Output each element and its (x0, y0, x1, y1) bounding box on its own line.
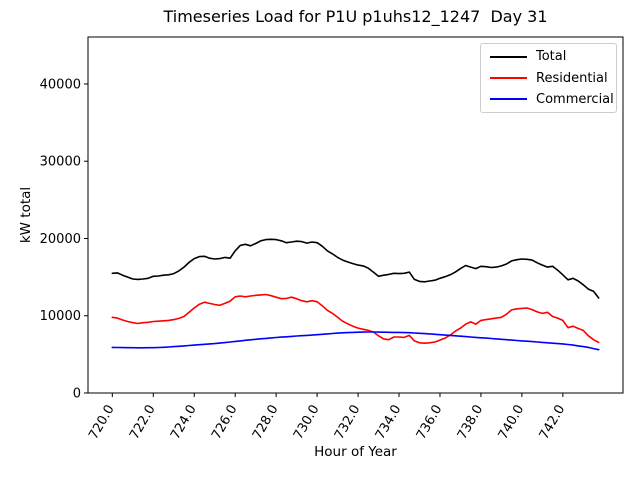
legend-item-total: Total (490, 46, 616, 67)
x-tick-label: 742.0 (537, 403, 569, 443)
plot-line-total (111, 238, 600, 299)
x-tick-label: 732.0 (332, 403, 364, 443)
y-tick-label: 40000 (40, 77, 81, 92)
y-axis-label: kW total (18, 186, 34, 244)
x-tick-label: 730.0 (291, 403, 323, 443)
legend-item-commercial: Commercial (490, 89, 616, 110)
x-tick-label: 724.0 (168, 403, 200, 443)
x-tick-label: 720.0 (86, 403, 118, 443)
x-tick-label: 736.0 (414, 403, 446, 443)
chart-title: Timeseries Load for P1U p1uhs12_1247 Day… (163, 7, 548, 26)
legend: Total Residential Commercial (480, 43, 617, 113)
legend-item-residential: Residential (490, 68, 616, 89)
x-tick-label: 722.0 (127, 403, 159, 443)
y-tick-label: 0 (73, 387, 81, 402)
x-tick-label: 740.0 (496, 403, 528, 443)
x-tick-label: 728.0 (250, 403, 282, 443)
x-axis-label: Hour of Year (314, 444, 397, 460)
legend-line-commercial-swatch (490, 98, 527, 101)
x-tick-label: 726.0 (209, 403, 241, 443)
y-tick-label: 10000 (40, 309, 81, 324)
plot-line-residential (111, 293, 600, 345)
legend-label-total: Total (536, 49, 567, 65)
legend-label-residential: Residential (536, 70, 608, 86)
legend-line-total-swatch (490, 55, 527, 58)
x-tick-label: 738.0 (455, 403, 487, 443)
axes-spines (87, 36, 624, 394)
legend-label-commercial: Commercial (536, 91, 614, 107)
x-tick-label: 734.0 (373, 403, 405, 443)
y-tick-label: 20000 (40, 232, 81, 247)
y-tick-label: 30000 (40, 155, 81, 170)
legend-line-residential-swatch (490, 77, 527, 79)
plot-line-commercial (111, 331, 600, 351)
